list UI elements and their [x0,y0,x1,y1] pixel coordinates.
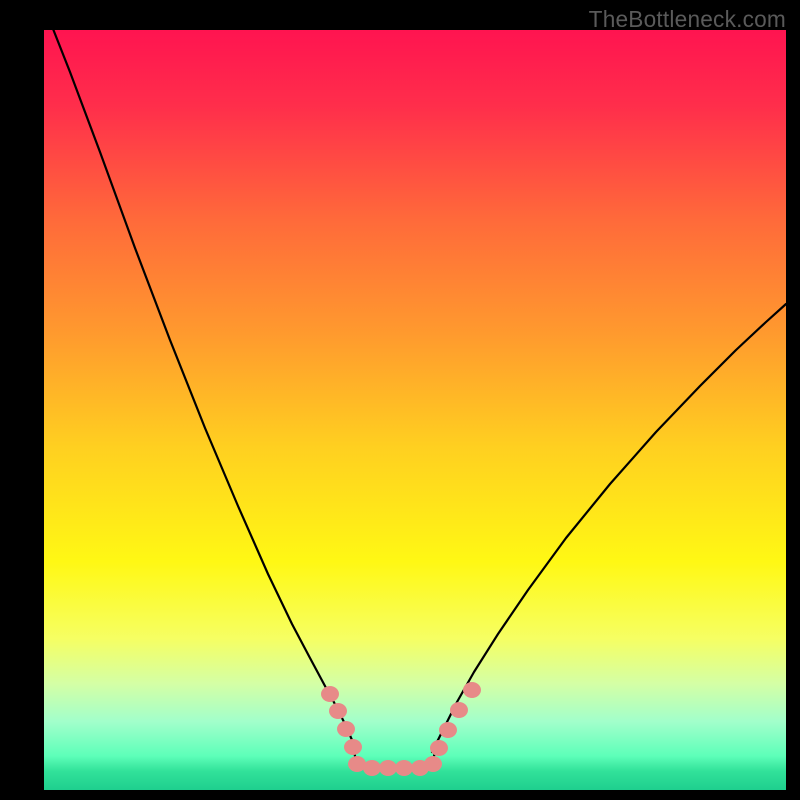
bead-10 [430,740,448,756]
chart-svg [0,0,800,800]
bead-1 [329,703,347,719]
bead-0 [321,686,339,702]
bead-6 [379,760,397,776]
bead-11 [439,722,457,738]
gradient-panel [44,30,786,790]
bead-5 [363,760,381,776]
bead-7 [395,760,413,776]
bead-2 [337,721,355,737]
bead-13 [463,682,481,698]
watermark-text: TheBottleneck.com [589,6,786,33]
bead-9 [424,756,442,772]
bead-3 [344,739,362,755]
bead-12 [450,702,468,718]
stage: TheBottleneck.com [0,0,800,800]
